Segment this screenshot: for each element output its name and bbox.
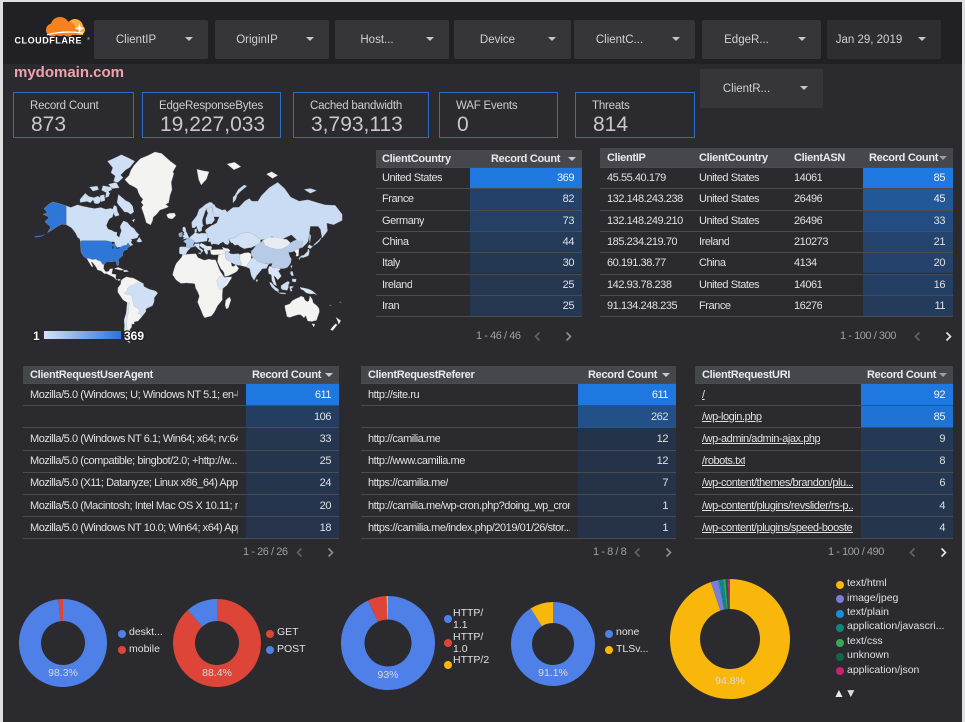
svg-text:CLOUDFLARE: CLOUDFLARE [15, 36, 83, 46]
svg-text:®: ® [87, 36, 90, 41]
svg-text:369: 369 [124, 329, 144, 343]
svg-text:1: 1 [33, 329, 40, 343]
